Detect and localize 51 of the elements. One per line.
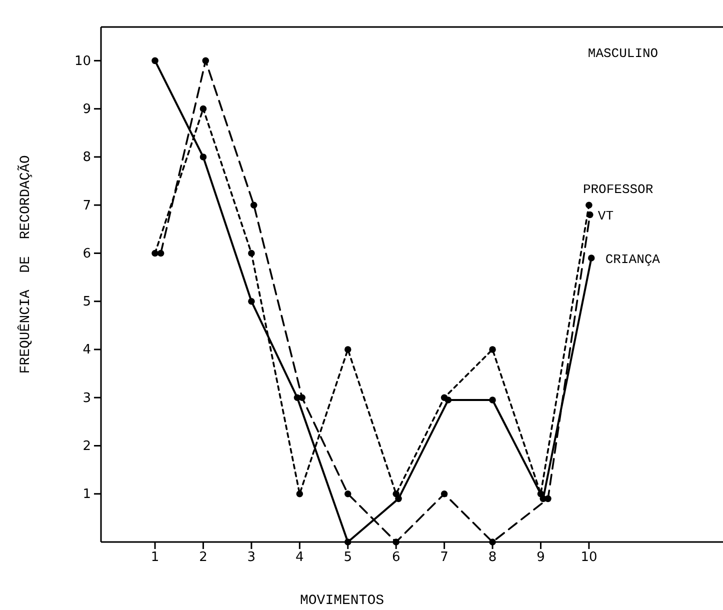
point (540, 495, 547, 502)
point (395, 495, 402, 502)
y-tick-label: 7 (82, 198, 91, 214)
x-tick-label: 4 (296, 550, 304, 566)
x-tick-label: 10 (580, 550, 598, 566)
annotation: MASCULINO (588, 46, 658, 61)
x-tick-label: 6 (392, 550, 400, 566)
point (200, 154, 207, 160)
point (202, 57, 210, 64)
point (586, 211, 594, 218)
y-tick-label: 2 (82, 438, 91, 454)
series-label: VT (598, 208, 614, 224)
x-axis-title: MOVIMENTOS (300, 593, 384, 609)
point (157, 250, 164, 257)
x-tick-label: 1 (150, 550, 160, 566)
y-tick-label: 1 (82, 487, 91, 502)
x-tick-label: 7 (440, 550, 448, 566)
series-label: CRIANÇA (605, 252, 660, 268)
series-label: PROFESSOR (582, 182, 654, 198)
x-tick-label: 8 (488, 550, 497, 566)
point (152, 57, 158, 64)
point (586, 202, 592, 208)
x-tick-label: 3 (247, 550, 256, 566)
point (344, 490, 352, 498)
point (248, 298, 255, 305)
y-tick-label: 3 (82, 390, 91, 406)
y-tick-label: 9 (82, 102, 91, 117)
x-tick-label: 9 (536, 550, 545, 566)
y-tick-label: 5 (82, 294, 91, 310)
point (250, 202, 258, 208)
y-tick-label: 6 (82, 246, 91, 262)
point (440, 490, 448, 498)
point (489, 396, 496, 404)
y-tick-label: 8 (82, 150, 91, 166)
x-tick-label: 2 (199, 550, 208, 566)
point (392, 538, 400, 546)
y-tick-label: 4 (82, 342, 91, 358)
point (588, 254, 595, 262)
x-tick-label: 5 (344, 550, 352, 566)
point (296, 490, 304, 498)
y-tick-label: 10 (74, 54, 91, 69)
point (294, 394, 301, 401)
point (200, 105, 207, 112)
point (248, 250, 255, 257)
point (489, 346, 496, 353)
point (444, 396, 452, 404)
y-axis-title: FREQUÊNCIA DE RECORDAÇÃO (17, 155, 34, 374)
point (152, 250, 158, 257)
point (489, 538, 496, 546)
point (344, 346, 352, 353)
point (344, 538, 352, 546)
